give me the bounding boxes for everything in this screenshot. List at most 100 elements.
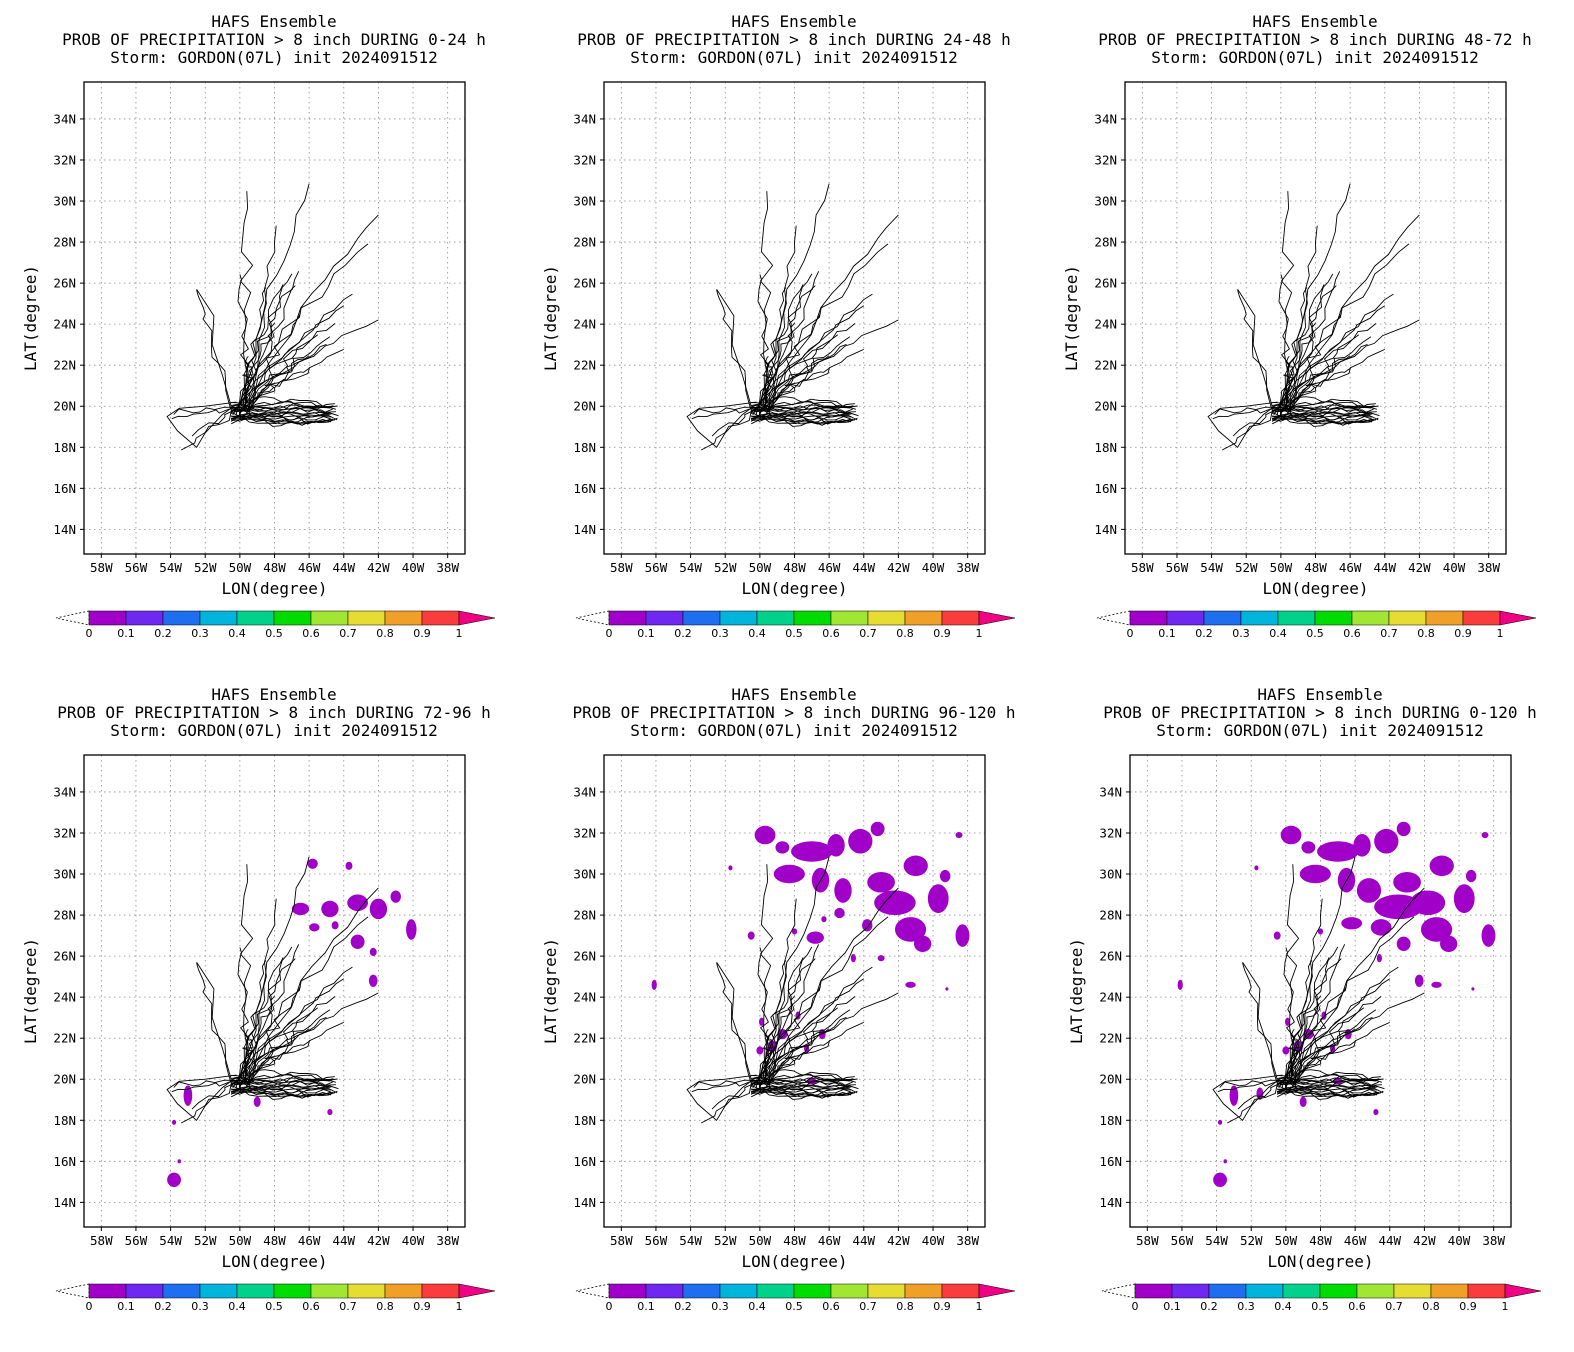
track-line <box>757 348 864 417</box>
y-tick-label: 26N <box>53 949 76 964</box>
prob-area <box>1370 919 1392 936</box>
prob-area <box>1284 1017 1291 1026</box>
colorbar-segment <box>608 1283 647 1299</box>
x-axis-label: LON(degree) <box>222 1252 328 1271</box>
y-tick-label: 22N <box>1099 1031 1122 1046</box>
track-line <box>238 334 319 415</box>
colorbar-label: 0.8 <box>376 627 394 640</box>
colorbar-segment <box>421 1283 460 1299</box>
track-line <box>1278 274 1291 412</box>
plot-content <box>651 821 970 1124</box>
plot-content <box>166 183 379 451</box>
track-line <box>171 1080 241 1093</box>
track-line <box>239 996 336 1085</box>
y-tick-label: 18N <box>1099 1113 1122 1128</box>
colorbar-label: 0 <box>606 1300 613 1313</box>
colorbar-segment <box>273 610 312 626</box>
y-tick-label: 18N <box>53 440 76 455</box>
track-line <box>751 412 859 424</box>
colorbar: 0 0.1 0.2 0.3 0.4 0.5 0.6 0.7 0.8 0.9 1 <box>575 1283 1016 1313</box>
track-line <box>1277 1085 1385 1097</box>
ensemble-tracks <box>1207 183 1420 451</box>
colorbar-low-extend <box>575 1283 610 1299</box>
colorbar-segment <box>867 610 906 626</box>
track-line <box>700 1078 761 1124</box>
colorbar-segment <box>1314 610 1353 626</box>
y-tick-label: 16N <box>1094 481 1117 496</box>
y-tick-label: 34N <box>573 111 596 126</box>
prob-area <box>1427 907 1439 915</box>
y-tick-label: 14N <box>573 1195 596 1210</box>
track-line <box>242 944 300 1081</box>
track-line <box>751 1076 855 1087</box>
y-tick-label: 32N <box>53 825 76 840</box>
prob-area <box>1317 928 1324 935</box>
colorbar-label: 0.2 <box>154 1300 172 1313</box>
y-tick-label: 24N <box>1099 990 1122 1005</box>
track-line <box>235 957 284 1088</box>
ensemble-tracks <box>166 856 379 1124</box>
track-line <box>768 285 816 412</box>
colorbar-segment <box>199 610 238 626</box>
prob-area <box>1410 890 1446 916</box>
track-line <box>231 1074 338 1086</box>
plot-content <box>1207 183 1420 451</box>
track-line <box>231 398 334 410</box>
track-line <box>752 293 873 416</box>
prob-area <box>171 1119 177 1125</box>
prob-area <box>1471 987 1475 991</box>
colorbar-segment <box>1245 1283 1284 1299</box>
y-axis-label: LAT(degree) <box>21 938 40 1044</box>
colorbar-segment <box>384 610 423 626</box>
title-line-1: HAFS Ensemble <box>731 12 856 31</box>
x-tick-label: 42W <box>1413 1233 1436 1248</box>
track-line <box>1237 1082 1287 1110</box>
x-tick-label: 52W <box>1235 560 1258 575</box>
colorbar-segment <box>1425 610 1464 626</box>
prob-area <box>877 955 885 962</box>
track-line <box>1219 1079 1289 1088</box>
colorbar-label: 0.7 <box>859 627 877 640</box>
track-line <box>239 323 336 412</box>
track-line <box>1272 405 1371 415</box>
plot-content <box>1177 821 1496 1187</box>
prob-area <box>651 979 657 990</box>
colorbar-segment <box>904 1283 943 1299</box>
prob-area <box>775 841 790 854</box>
y-tick-label: 18N <box>573 1113 596 1128</box>
track-line <box>751 1078 850 1088</box>
prob-area <box>321 900 339 918</box>
x-tick-label: 48W <box>1309 1233 1332 1248</box>
prob-area <box>939 869 951 883</box>
track-line <box>231 413 334 425</box>
y-tick-label: 26N <box>573 949 596 964</box>
prob-area <box>307 858 318 869</box>
colorbar-segment <box>162 610 201 626</box>
track-line <box>757 947 770 1085</box>
title-line-1: HAFS Ensemble <box>211 12 336 31</box>
track-line <box>1291 887 1425 1087</box>
track-line <box>1272 412 1380 424</box>
x-tick-label: 56W <box>645 1233 668 1248</box>
x-tick-label: 46W <box>298 1233 321 1248</box>
y-tick-label: 20N <box>1094 399 1117 414</box>
y-tick-label: 28N <box>53 908 76 923</box>
title-line-2: PROB OF PRECIPITATION > 8 inch DURING 0-… <box>62 30 486 49</box>
track-line <box>247 1009 331 1085</box>
prob-area <box>747 931 755 940</box>
colorbar-label: 0.7 <box>859 1300 877 1313</box>
prob-area <box>850 954 856 963</box>
colorbar-label: 0.6 <box>822 1300 840 1313</box>
plot-frame <box>603 81 986 555</box>
prob-area <box>862 919 873 932</box>
x-tick-label: 48W <box>263 1233 286 1248</box>
track-line <box>751 401 858 413</box>
x-tick-label: 44W <box>1378 1233 1401 1248</box>
colorbar-segment <box>1351 610 1390 626</box>
prob-area <box>754 825 776 845</box>
y-axis-label: LAT(degree) <box>541 265 560 371</box>
y-tick-label: 22N <box>573 358 596 373</box>
prob-area <box>369 898 388 920</box>
track-line <box>751 405 850 415</box>
